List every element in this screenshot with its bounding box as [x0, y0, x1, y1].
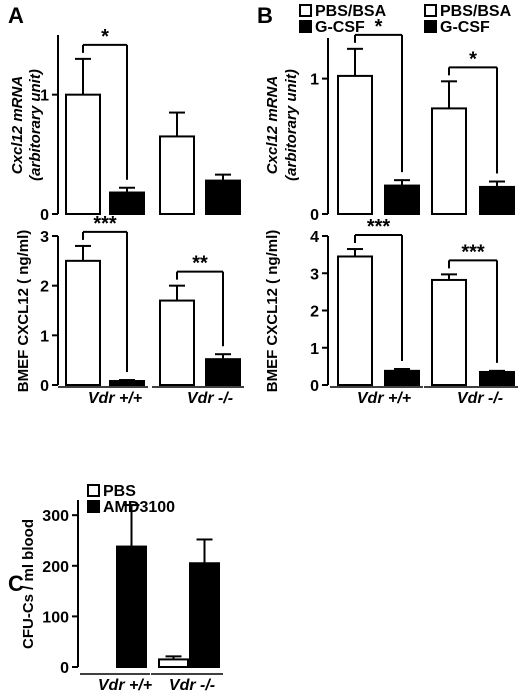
significance-label: *** — [93, 213, 117, 235]
y-axis-label: Cxcl12 mRNA — [9, 76, 26, 174]
y-axis-label: BMEF CXCL12 ( ng/ml) — [264, 230, 281, 393]
bar — [384, 369, 420, 387]
y-tick-label: 2 — [310, 304, 319, 321]
legend-swatch — [424, 4, 437, 17]
y-tick-label: 0 — [40, 378, 49, 395]
y-axis-label-line2: (arbitorary unit) — [283, 69, 300, 181]
y-tick-label: 3 — [40, 229, 49, 246]
significance-label: *** — [367, 216, 391, 238]
bar — [159, 135, 195, 215]
y-axis-label: BMEF CXCL12 ( ng/ml) — [15, 230, 32, 393]
bar — [205, 179, 241, 216]
significance-label: *** — [461, 241, 485, 263]
group-label: Vdr +/+ — [88, 390, 142, 407]
legend-swatch — [299, 20, 312, 33]
significance-label: * — [375, 16, 383, 38]
bar — [384, 184, 420, 215]
y-axis-label: Cxcl12 mRNA — [264, 76, 281, 174]
legend-label: PBS/BSA — [315, 3, 387, 20]
y-tick-label: 100 — [42, 609, 69, 626]
panel-letter: B — [257, 3, 273, 28]
bar — [479, 370, 515, 386]
y-tick-label: 3 — [310, 266, 319, 283]
bar — [431, 107, 467, 215]
y-tick-label: 1 — [310, 341, 319, 358]
bar — [205, 358, 241, 387]
legend-label: PBS — [103, 483, 136, 500]
y-tick-label: 300 — [42, 508, 69, 525]
y-tick-label: 200 — [42, 559, 69, 576]
y-tick-label: 0 — [310, 207, 319, 224]
group-label: Vdr -/- — [187, 390, 233, 407]
legend-swatch — [87, 484, 100, 497]
group-label: Vdr -/- — [457, 390, 503, 407]
significance-label: * — [101, 26, 109, 48]
bar — [65, 259, 101, 387]
y-tick-label: 4 — [310, 229, 319, 246]
group-label: Vdr +/+ — [357, 390, 411, 407]
legend-swatch — [299, 4, 312, 17]
y-tick-label: 0 — [310, 378, 319, 395]
y-axis-label: CFU-Cs / ml blood — [20, 519, 37, 649]
y-axis-label-line2: (arbitorary unit) — [27, 69, 44, 181]
bar — [337, 255, 373, 386]
significance-label: * — [469, 48, 477, 70]
group-label: Vdr +/+ — [98, 677, 152, 694]
y-tick-label: 1 — [40, 88, 49, 105]
bar — [109, 191, 145, 216]
y-tick-label: 1 — [310, 72, 319, 89]
bar — [116, 545, 147, 668]
bar — [337, 74, 373, 215]
bar — [431, 278, 467, 386]
bar — [189, 562, 220, 668]
legend-label: G-CSF — [315, 19, 365, 36]
panel-letter: A — [8, 3, 24, 28]
y-tick-label: 1 — [40, 328, 49, 345]
legend-swatch — [87, 500, 100, 513]
y-tick-label: 0 — [40, 207, 49, 224]
panel-letter: C — [8, 571, 24, 596]
legend-label: AMD3100 — [103, 499, 175, 516]
legend-label: G-CSF — [440, 19, 490, 36]
bar — [159, 299, 195, 387]
bar — [109, 380, 145, 387]
legend-label: PBS/BSA — [440, 3, 512, 20]
bar — [158, 658, 189, 669]
group-label: Vdr -/- — [169, 677, 215, 694]
legend-swatch — [424, 20, 437, 33]
bar — [65, 93, 101, 215]
significance-label: ** — [192, 253, 208, 275]
y-tick-label: 0 — [60, 660, 69, 677]
y-tick-label: 2 — [40, 279, 49, 296]
bar — [479, 185, 515, 216]
